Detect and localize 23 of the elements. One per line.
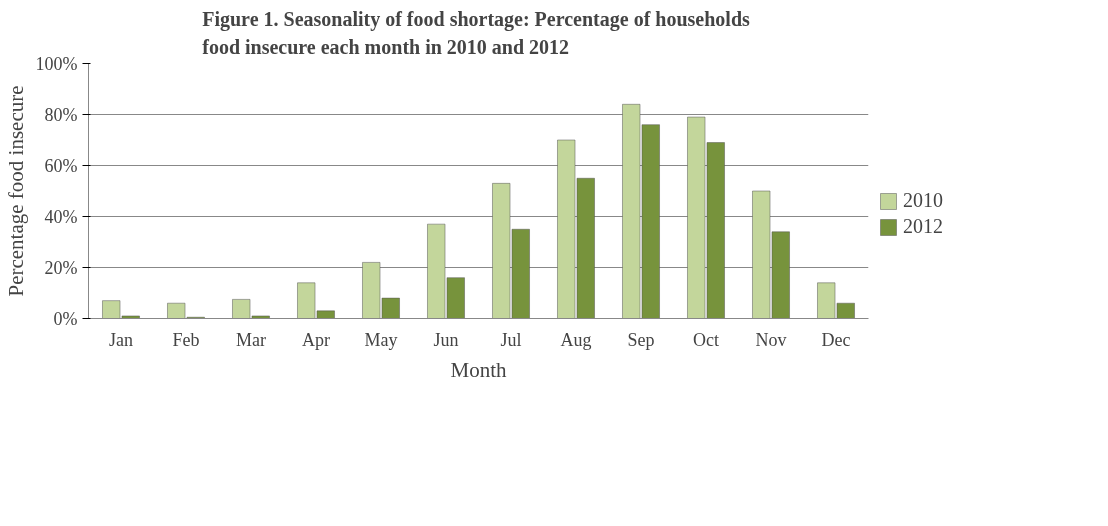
legend-label: 2012 (903, 215, 943, 238)
x-tick-label: Aug (560, 329, 592, 350)
x-tick-label: Nov (755, 329, 787, 350)
y-tick-label: 0% (53, 308, 78, 329)
x-tick-label: Dec (821, 329, 851, 350)
x-tick-label: Jun (433, 329, 459, 350)
x-tick-label: May (364, 329, 398, 350)
y-tick-label: 80% (44, 104, 78, 125)
x-axis-title: Month (450, 357, 507, 382)
y-tick-label: 20% (44, 257, 78, 278)
x-tick-label: Oct (693, 329, 720, 350)
y-axis-title: Percentage food insecure (3, 85, 28, 297)
legend-label: 2010 (903, 189, 943, 212)
y-tick-label: 60% (44, 155, 78, 176)
y-tick-label: 40% (44, 206, 78, 227)
chart-title: Figure 1. Seasonality of food shortage: Percentage of households food insecure each month in 2010 and 2012 (202, 7, 750, 59)
x-tick-label: Mar (236, 329, 267, 350)
x-tick-label: Feb (172, 329, 200, 350)
x-tick-label: Apr (302, 329, 330, 350)
x-tick-label: Jul (500, 329, 522, 350)
y-tick-label: 100% (35, 53, 78, 74)
x-tick-label: Sep (627, 329, 655, 350)
x-tick-label: Jan (109, 329, 133, 350)
